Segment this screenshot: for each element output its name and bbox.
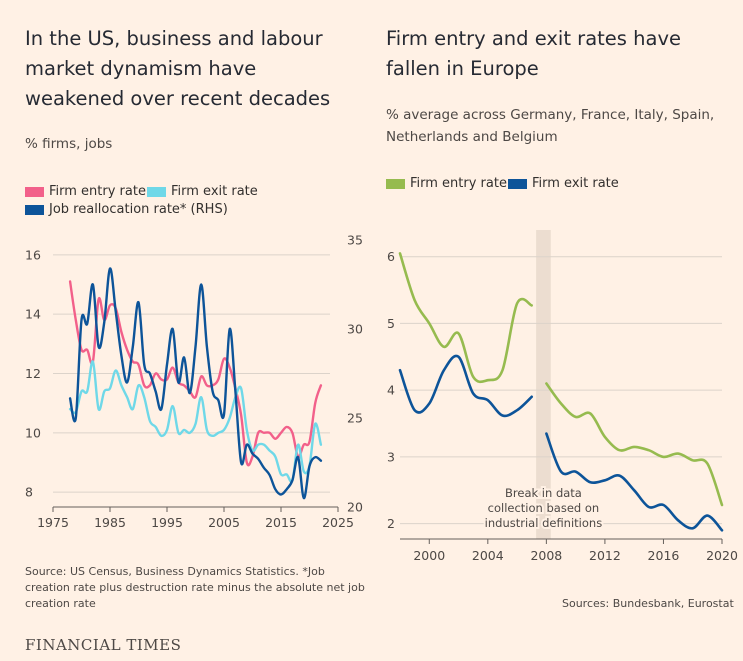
right-y-tick-label: 3	[387, 449, 395, 464]
right-x-tick-label: 2020	[706, 548, 738, 563]
data-break-band	[536, 230, 551, 539]
left-x-tick-label: 1995	[151, 515, 183, 530]
ft-logo: FINANCIAL TIMES	[25, 636, 182, 654]
right-series-line-0-segment-0	[398, 252, 533, 384]
right-y-tick-label: 5	[387, 316, 395, 331]
left-y2-tick-label: 30	[347, 322, 363, 337]
left-y-tick-label: 14	[25, 307, 41, 322]
left-y-tick-label: 8	[25, 485, 33, 500]
left-y2-tick-label: 25	[347, 411, 363, 426]
legend-swatch-eu-firm-entry	[386, 178, 405, 189]
legend-item-firm-entry-rate: Firm entry rate	[25, 184, 146, 199]
right-x-tick-label: 2016	[648, 548, 680, 563]
legend-swatch-firm-entry	[25, 186, 44, 197]
right-series-line-0-segment-1	[545, 382, 724, 507]
left-x-tick-label: 2015	[265, 515, 297, 530]
legend-label: Job reallocation rate* (RHS)	[49, 202, 228, 217]
right-y-tick-label: 2	[387, 516, 395, 531]
left-y-tick-label: 10	[25, 425, 41, 440]
left-chart-title: In the US, business and labour market dy…	[25, 27, 331, 110]
right-series-line-1-segment-1	[545, 432, 724, 532]
left-x-tick-label: 1975	[37, 515, 69, 530]
legend-label: Firm exit rate	[171, 184, 258, 199]
left-series-line-2	[68, 267, 323, 500]
left-y2-tick-label: 35	[347, 233, 363, 248]
left-y-tick-label: 16	[25, 247, 41, 262]
left-x-tick-label: 2025	[322, 515, 354, 530]
right-x-tick-label: 2008	[530, 548, 562, 563]
right-chart-source: Sources: Bundesbank, Eurostat	[562, 597, 734, 610]
left-series-line-1	[68, 360, 323, 483]
left-chart-subtitle: % firms, jobs	[25, 136, 113, 152]
legend-swatch-firm-exit	[147, 186, 166, 197]
legend-item-eu-firm-exit-rate: Firm exit rate	[508, 176, 619, 191]
legend-label: Firm entry rate	[410, 176, 507, 191]
legend-swatch-job-reallocation	[25, 204, 44, 215]
right-x-tick-label: 2000	[413, 548, 445, 563]
legend-swatch-eu-firm-exit	[508, 178, 527, 189]
right-chart-subtitle: % average across Germany, France, Italy,…	[386, 107, 715, 145]
legend-item-eu-firm-entry-rate: Firm entry rate	[386, 176, 507, 191]
left-x-tick-label: 1985	[94, 515, 126, 530]
right-x-tick-label: 2004	[472, 548, 504, 563]
break-annotation-line: collection based on	[488, 501, 600, 515]
left-chart-source: Source: US Census, Business Dynamics Sta…	[25, 565, 365, 610]
right-x-tick-label: 2012	[589, 548, 621, 563]
break-annotation-line: Break in data	[505, 486, 582, 500]
left-y2-tick-label: 20	[347, 500, 363, 515]
legend-label: Firm entry rate	[49, 184, 146, 199]
right-chart-title: Firm entry and exit rates have fallen in…	[386, 27, 681, 80]
legend-item-job-reallocation-rate: Job reallocation rate* (RHS)	[25, 202, 228, 217]
legend-item-firm-exit-rate: Firm exit rate	[147, 184, 258, 199]
left-x-tick-label: 2005	[208, 515, 240, 530]
right-series-line-1-segment-0	[398, 354, 533, 418]
right-y-tick-label: 6	[387, 249, 395, 264]
right-y-tick-label: 4	[387, 383, 395, 398]
left-series-line-0	[68, 280, 323, 467]
left-y-tick-label: 12	[25, 366, 41, 381]
legend-label: Firm exit rate	[532, 176, 619, 191]
break-annotation-line: industrial definitions	[485, 516, 603, 530]
